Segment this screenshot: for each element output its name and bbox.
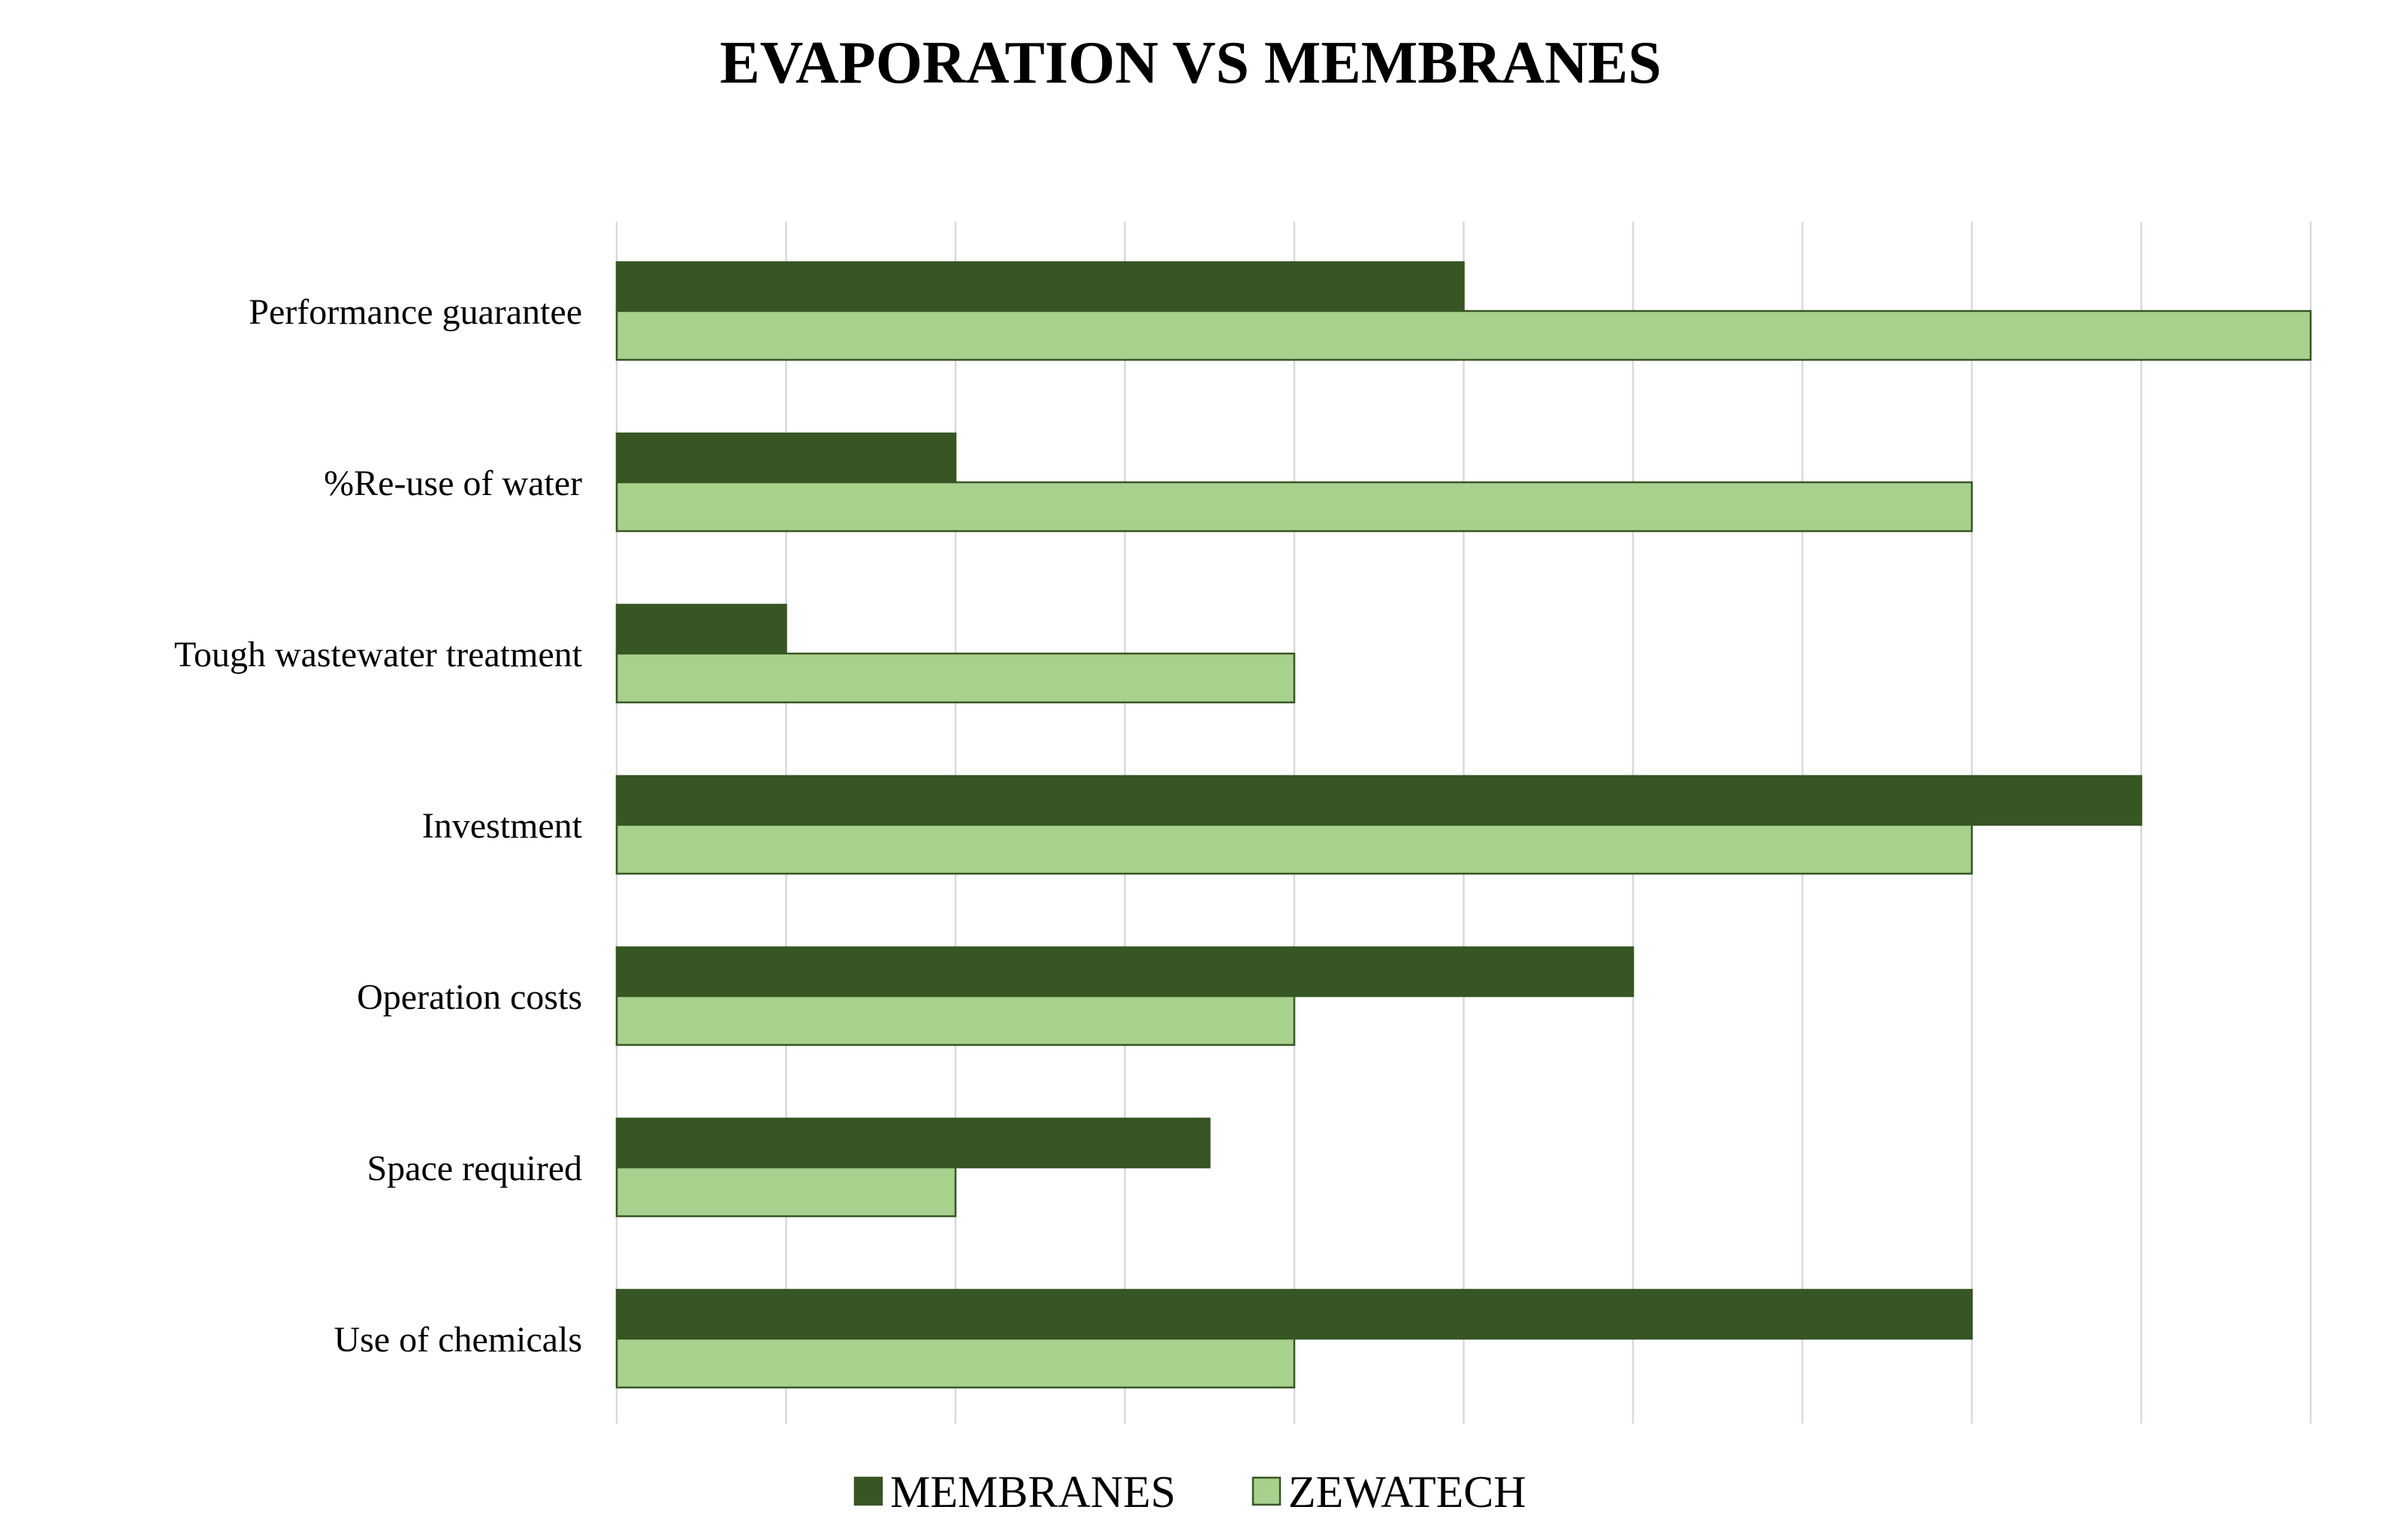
category-label: Space required <box>367 1149 582 1188</box>
category-label: %Re-use of water <box>324 464 582 503</box>
legend-swatch-zewatech <box>1251 1476 1282 1506</box>
chart-title: EVAPORATION VS MEMBRANES <box>720 30 1662 96</box>
bar-membranes-investment <box>615 775 2142 826</box>
legend-label-zewatech: ZEWATECH <box>1288 1467 1526 1517</box>
category-label: Investment <box>422 806 583 846</box>
category-label: Performance guarantee <box>249 292 582 332</box>
bar-membranes-re-use-of-water <box>615 432 957 484</box>
bar-zewatech-space-required <box>615 1166 957 1218</box>
legend-label-membranes: MEMBRANES <box>890 1467 1176 1517</box>
bar-zewatech-tough-wastewater-treatment <box>615 652 1296 704</box>
category-label: Operation costs <box>357 977 582 1017</box>
legend-swatch-membranes <box>853 1476 883 1506</box>
category-label: Use of chemicals <box>334 1320 582 1360</box>
bar-zewatech-use-of-chemicals <box>615 1337 1296 1389</box>
bars <box>615 261 2312 1389</box>
bar-zewatech-investment <box>615 823 1973 875</box>
bar-zewatech-re-use-of-water <box>615 481 1973 533</box>
bar-membranes-tough-wastewater-treatment <box>615 603 787 655</box>
bar-membranes-performance-guarantee <box>615 261 1465 313</box>
category-labels: Performance guarantee %Re-use of water Tou… <box>174 292 583 1360</box>
bar-membranes-use-of-chemicals <box>615 1288 1973 1340</box>
legend: MEMBRANES ZEWATECH <box>853 1467 1526 1517</box>
bar-zewatech-operation-costs <box>615 995 1296 1046</box>
bar-membranes-space-required <box>615 1117 1211 1169</box>
bar-zewatech-performance-guarantee <box>615 310 2312 361</box>
bar-membranes-operation-costs <box>615 946 1635 998</box>
category-label: Tough wastewater treatment <box>174 635 583 675</box>
